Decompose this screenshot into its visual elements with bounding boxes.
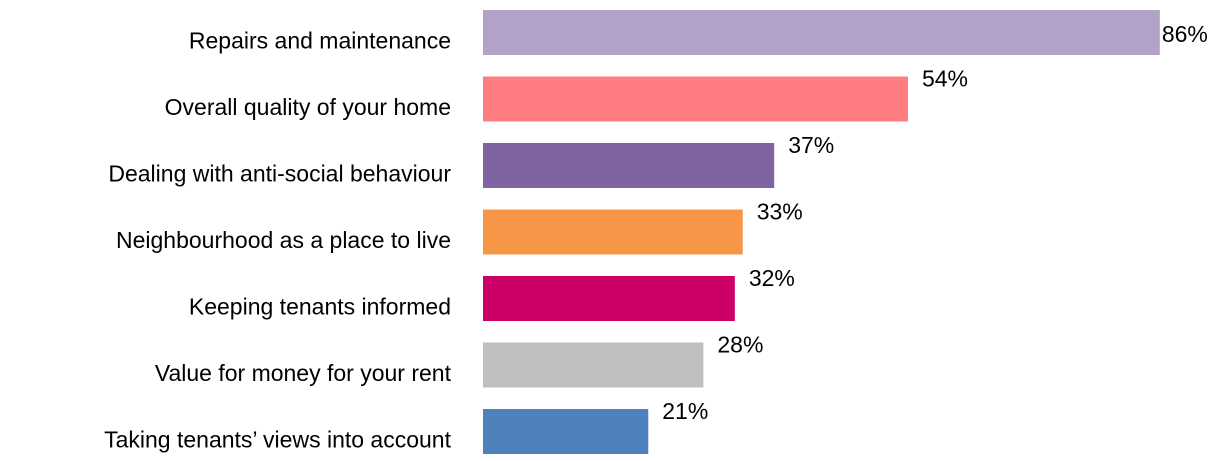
bar (483, 209, 743, 255)
category-label: Dealing with anti-social behaviour (108, 161, 451, 187)
bar (483, 10, 1160, 55)
bar (483, 409, 649, 454)
value-label: 54% (922, 66, 968, 92)
bar (483, 143, 775, 188)
category-label: Neighbourhood as a place to live (116, 227, 451, 253)
value-label: 86% (1162, 21, 1208, 47)
bar (483, 276, 735, 321)
category-label: Overall quality of your home (165, 94, 451, 120)
value-label: 21% (662, 398, 708, 424)
category-label: Keeping tenants informed (189, 294, 451, 320)
bar (483, 76, 908, 122)
category-label: Value for money for your rent (155, 360, 452, 386)
value-label: 28% (717, 332, 763, 358)
bar (483, 342, 704, 388)
category-label: Taking tenants’ views into account (104, 427, 452, 453)
category-label: Repairs and maintenance (189, 28, 451, 54)
value-label: 37% (788, 132, 834, 158)
value-label: 33% (757, 199, 803, 225)
value-label: 32% (749, 265, 795, 291)
